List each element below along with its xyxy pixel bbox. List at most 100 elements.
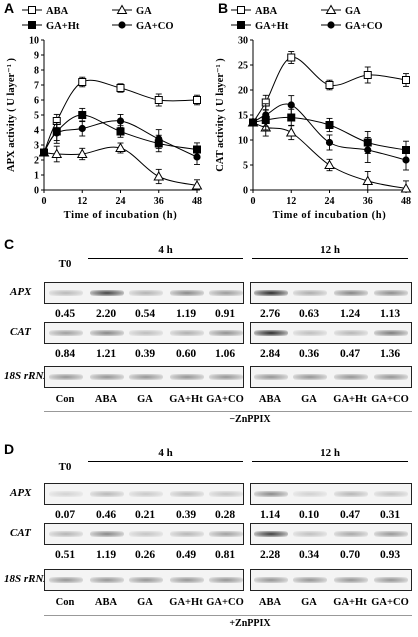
blot-band [209,330,243,336]
row-label: APX [10,487,32,499]
x-tick-label: 48 [192,196,202,207]
quant-value: 0.21 [134,509,156,521]
legend-marker [28,21,36,29]
legend-marker [116,4,128,14]
blot-band [209,531,243,537]
panel-letter-c: C [4,236,15,252]
quant-value: 2.84 [259,348,281,360]
x-tick-label: 12 [77,196,87,207]
blot-band [374,290,408,296]
row-label: APX [10,286,32,298]
blot-band [209,374,243,380]
quant-value: 1.19 [175,308,197,320]
blot-band [129,577,163,583]
blot-band [170,577,204,583]
legend-label: GA+Ht [46,21,80,32]
data-point [362,175,374,185]
quant-value: 1.13 [379,308,401,320]
quant-value: 0.47 [339,509,361,521]
x-tick-label: 36 [363,196,373,207]
gel-strip-left [44,282,244,304]
lane-label: GA+Ht [333,394,367,405]
x-tick-label: 48 [401,196,411,207]
lane-label: GA+CO [206,597,244,608]
gel-strip-left [44,569,244,591]
quant-value: 0.91 [214,308,236,320]
lane-label: GA+Ht [169,597,203,608]
time-bracket-4h [88,461,243,462]
time-bracket-12h [252,258,408,259]
quant-value: 0.34 [298,549,320,561]
y-tick-label: 25 [238,61,248,72]
quant-value: 0.70 [339,549,361,561]
quant-value: 1.24 [339,308,361,320]
quant-value: 0.26 [134,549,156,561]
time-label-4h: 4 h [158,447,173,459]
blot-band [90,577,124,583]
data-point [402,156,410,164]
y-tick-label: 7 [34,81,39,92]
condition-rule [44,411,412,412]
blot-band [293,531,327,537]
data-point [153,170,165,181]
legend-label: GA [345,6,361,17]
data-point [262,111,270,119]
data-point [325,138,334,147]
lane-label: ABA [258,597,282,608]
blot-band [374,330,408,336]
blot-band [334,491,368,497]
row-label: 18S rRNA [4,370,51,382]
x-tick-label: 0 [251,196,256,207]
legend-label: ABA [255,6,278,17]
blot-band [334,330,368,336]
time-bracket-4h [88,258,243,259]
time-label-4h: 4 h [158,244,173,256]
quant-value: 0.84 [54,348,76,360]
northern-blot-panel-d: T0 4 h 12 h APX 0.07 0.46 0.21 0.39 0.28 1.14 0.10… [0,441,418,637]
lane-label: GA [301,394,317,405]
blot-band [254,577,288,583]
row-label: 18S rRNA [4,573,51,585]
data-point [155,135,163,143]
data-point [78,78,87,86]
blot-band [90,531,124,537]
blot-band [90,491,124,497]
legend-label: GA+Ht [255,21,289,32]
lane-label: Con [55,597,75,608]
data-point [116,84,125,92]
data-point [325,121,334,129]
gel-strip-left [44,322,244,344]
y-tick-label: 30 [238,36,248,47]
blot-band [170,374,204,380]
data-point [191,179,203,190]
cat-activity-chart: 0 5 10 15 20 25 30 0 12 24 36 48 Time of incubation … [215,4,412,221]
data-point [76,148,88,158]
blot-band [374,491,408,497]
y-tick-label: 8 [34,66,39,77]
condition-label: +ZnPPIX [229,618,271,629]
legend-label: GA+CO [345,21,382,32]
blot-band [293,577,327,583]
row-label: CAT [10,326,31,338]
blot-band [170,330,204,336]
blot-band [293,330,327,336]
data-point [287,101,295,109]
x-axis-label: Time of incubation (h) [273,210,387,221]
blot-band [170,491,204,497]
y-tick-label: 2 [34,156,39,167]
blot-band [49,290,83,296]
quant-value: 0.51 [54,549,76,561]
data-point [287,113,296,122]
blot-band [129,374,163,380]
quant-value: 0.81 [214,549,236,561]
condition-label: −ZnPPIX [229,414,271,425]
time-label-12h: 12 h [320,244,340,256]
data-point [116,127,125,136]
data-point [287,53,296,62]
gel-strip-left [44,523,244,545]
y-tick-label: 4 [34,126,39,137]
data-point [154,96,163,104]
row-label: CAT [10,527,31,539]
time-label-12h: 12 h [320,447,340,459]
